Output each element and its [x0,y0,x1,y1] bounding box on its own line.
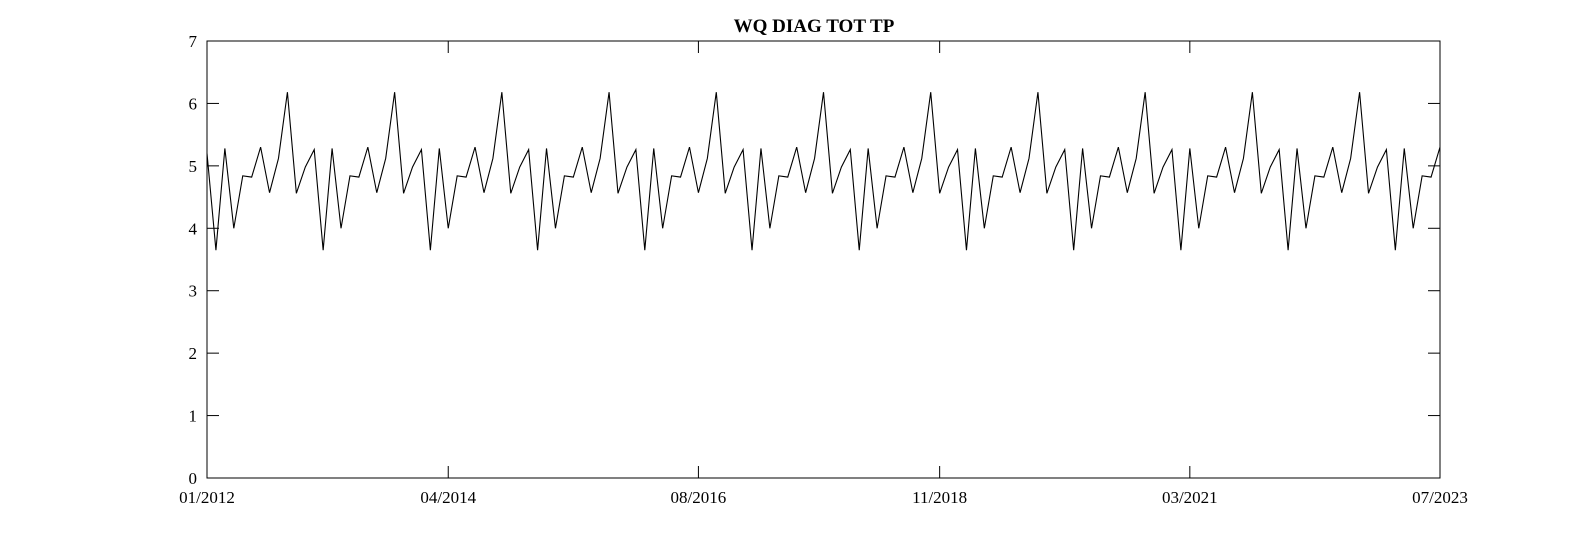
x-tick-label: 07/2023 [1412,488,1468,507]
y-tick-label: 5 [189,157,198,176]
series-group [206,92,1441,251]
y-axis: 0 1 2 3 4 5 6 7 [189,32,1440,488]
x-axis: 01/2012 04/2014 08/2016 11/2018 03/2021 07/20… [179,41,1468,507]
y-tick-label: 1 [189,407,198,426]
plot-area-frame [206,40,1441,479]
chart-title: WQ DIAG TOT TP [734,16,895,37]
x-tick-label: 08/2016 [671,488,727,507]
x-tick-label: 04/2014 [420,488,476,507]
y-tick-label: 2 [189,344,198,363]
x-tick-label: 01/2012 [179,488,235,507]
x-tick-label: 03/2021 [1162,488,1218,507]
y-tick-label: 6 [189,94,198,113]
y-tick-label: 3 [189,282,198,301]
x-tick-label: 11/2018 [912,488,967,507]
series-line [206,92,1441,251]
y-tick-label: 7 [189,32,198,51]
y-tick-label: 4 [189,219,198,238]
y-tick-label: 0 [189,469,198,488]
